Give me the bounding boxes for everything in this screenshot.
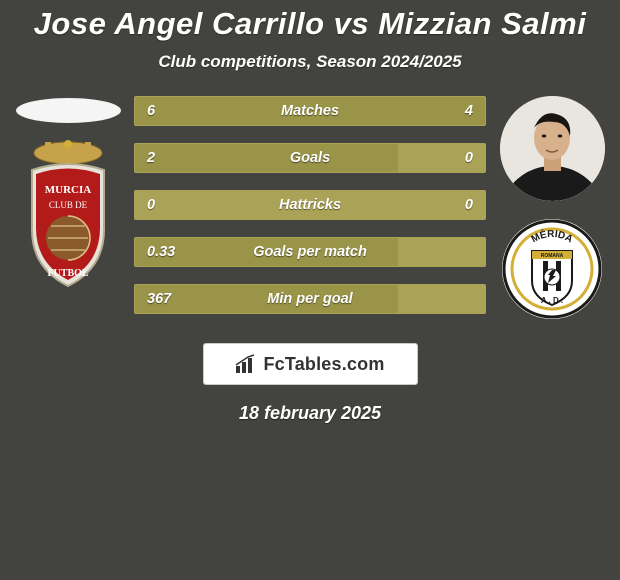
- stat-label: Hattricks: [279, 197, 341, 213]
- club-logo-right: MÉRIDA ROMANA A . D .: [502, 219, 602, 319]
- svg-text:FUTBOL: FUTBOL: [47, 268, 88, 279]
- stat-bar: 367 Min per goal: [134, 284, 486, 314]
- stat-value-left: 2: [147, 150, 155, 166]
- left-column: MURCIA CLUB DE FUTBOL: [8, 96, 128, 263]
- bar-chart-icon: [235, 354, 257, 374]
- stat-label: Goals per match: [253, 244, 367, 260]
- avatar-right: [500, 96, 605, 201]
- stat-value-right: 0: [465, 150, 473, 166]
- stat-fill-left: [135, 144, 398, 172]
- stat-value-left: 0: [147, 197, 155, 213]
- club-logo-left: MURCIA CLUB DE FUTBOL: [18, 163, 118, 263]
- brand-text: FcTables.com: [263, 354, 384, 375]
- stat-label: Matches: [281, 103, 339, 119]
- svg-text:ROMANA: ROMANA: [541, 253, 564, 259]
- avatar-left: [16, 98, 121, 123]
- stat-value-left: 6: [147, 103, 155, 119]
- date-text: 18 february 2025: [0, 403, 620, 424]
- stat-bar: 0.33 Goals per match: [134, 237, 486, 267]
- club-badge-icon: MÉRIDA ROMANA A . D .: [502, 219, 602, 319]
- page-title: Jose Angel Carrillo vs Mizzian Salmi: [0, 0, 620, 42]
- stat-bar: 6 Matches 4: [134, 96, 486, 126]
- stat-value-left: 0.33: [147, 244, 175, 260]
- stat-value-left: 367: [147, 291, 171, 307]
- svg-text:CLUB DE: CLUB DE: [49, 200, 88, 210]
- stat-value-right: 4: [465, 103, 473, 119]
- stat-label: Goals: [290, 150, 330, 166]
- stat-label: Min per goal: [267, 291, 352, 307]
- stats-column: 6 Matches 4 2 Goals 0 0 Hattricks 0 0.33 Goals per…: [128, 96, 492, 314]
- person-icon: [500, 96, 605, 201]
- stat-bar: 2 Goals 0: [134, 143, 486, 173]
- brand-box: FcTables.com: [203, 343, 418, 385]
- svg-text:A . D .: A . D .: [541, 296, 563, 305]
- stat-bar: 0 Hattricks 0: [134, 190, 486, 220]
- right-column: MÉRIDA ROMANA A . D .: [492, 96, 612, 319]
- stat-fill-left: [135, 285, 398, 313]
- subtitle: Club competitions, Season 2024/2025: [0, 52, 620, 72]
- content-root: Jose Angel Carrillo vs Mizzian Salmi Clu…: [0, 0, 620, 580]
- svg-text:MURCIA: MURCIA: [45, 184, 91, 196]
- main-row: MURCIA CLUB DE FUTBOL 6 Matches 4 2 Goals 0 0 H…: [0, 96, 620, 319]
- shield-icon: MURCIA CLUB DE FUTBOL: [18, 138, 118, 288]
- stat-value-right: 0: [465, 197, 473, 213]
